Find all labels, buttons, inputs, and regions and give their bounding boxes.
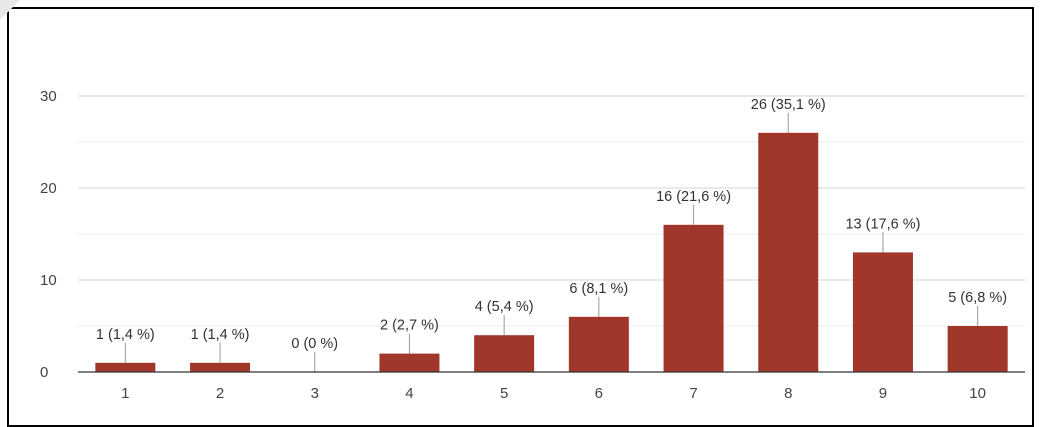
x-tick-label: 8 — [784, 385, 792, 402]
data-label: 13 (17,6 %) — [845, 216, 920, 232]
bar — [663, 224, 724, 372]
y-tick-label: 30 — [40, 88, 57, 105]
x-tick-label: 2 — [216, 385, 224, 402]
x-tick-label: 9 — [879, 385, 887, 402]
bar — [758, 132, 819, 372]
bar — [379, 353, 440, 372]
data-label: 6 (8,1 %) — [569, 281, 628, 297]
x-tick-label: 10 — [969, 385, 986, 402]
data-label: 16 (21,6 %) — [656, 189, 731, 205]
x-tick-label: 4 — [405, 385, 413, 402]
bar-chart: 0 10 20 30 1 (1,4 %) 1 1 (1,4 %) 2 0 (0 %) 3 2 (2,… — [40, 88, 1025, 402]
y-tick-label: 10 — [40, 272, 57, 289]
data-label: 5 (6,8 %) — [948, 290, 1007, 306]
bar — [95, 362, 156, 372]
bar — [852, 252, 913, 372]
y-tick-label: 20 — [40, 180, 57, 197]
x-tick-label: 1 — [121, 385, 129, 402]
bar — [190, 362, 251, 372]
data-label: 4 (5,4 %) — [475, 299, 534, 315]
x-tick-label: 6 — [595, 385, 603, 402]
y-tick-label: 0 — [40, 364, 48, 381]
x-tick-label: 5 — [500, 385, 508, 402]
bar — [568, 316, 629, 372]
gridlines — [78, 95, 1025, 327]
data-label: 1 (1,4 %) — [96, 327, 155, 343]
data-label: 0 (0 %) — [291, 336, 338, 352]
bar — [947, 326, 1008, 372]
corner-decoration — [0, 0, 20, 20]
data-label: 1 (1,4 %) — [191, 327, 250, 343]
x-tick-label: 7 — [689, 385, 697, 402]
data-label: 2 (2,7 %) — [380, 318, 439, 334]
bar — [474, 335, 535, 372]
x-tick-label: 3 — [311, 385, 319, 402]
data-label: 26 (35,1 %) — [751, 97, 826, 113]
